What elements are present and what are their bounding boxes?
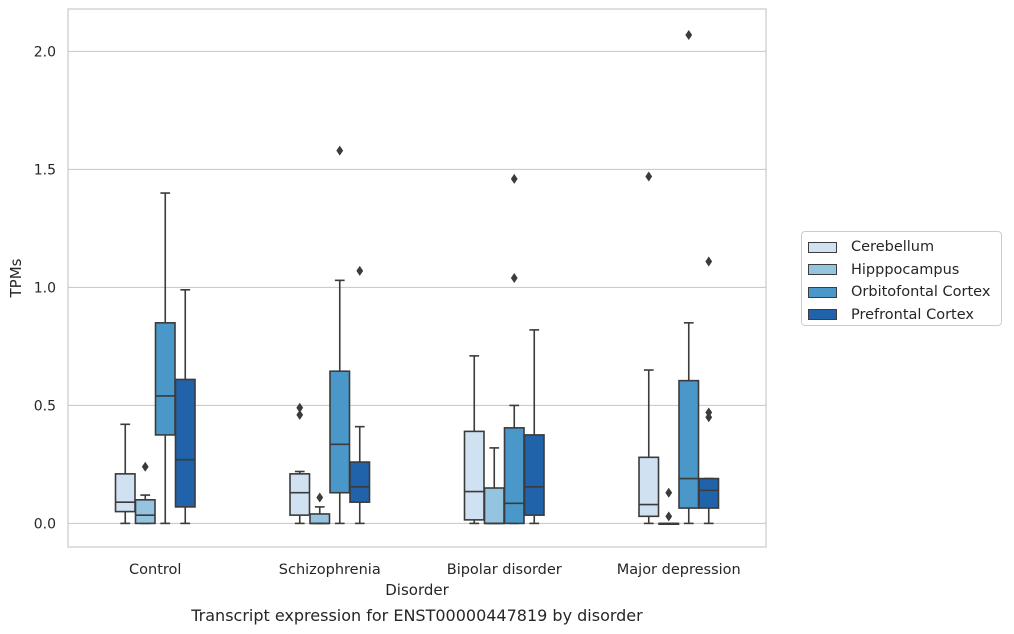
iqr-box	[309, 513, 331, 525]
iqr-box	[463, 430, 485, 521]
y-tick-label: 1.0	[34, 280, 56, 296]
legend-label: Hipppocampus	[851, 261, 960, 278]
legend-label: Prefrontal Cortex	[851, 306, 974, 323]
box-2-1	[483, 447, 505, 525]
iqr-box	[483, 487, 505, 525]
box-1-2	[329, 145, 351, 525]
y-tick-label: 0.0	[34, 516, 56, 532]
legend-swatch	[808, 241, 837, 253]
box-0-1	[134, 461, 156, 525]
y-tick-label: 1.5	[34, 162, 56, 178]
y-tick-label: 0.5	[34, 398, 56, 414]
legend-item: Orbitofontal Cortex	[808, 281, 1001, 304]
legend-item: Hipppocampus	[808, 259, 1001, 282]
outlier-marker	[296, 409, 304, 420]
plot-area-frame	[67, 8, 767, 548]
outlier-marker	[510, 173, 518, 184]
x-tick-label: Schizophrenia	[279, 562, 381, 578]
x-axis-ticks: Control Schizophrenia Bipolar disorder Majo…	[129, 562, 741, 578]
box-0-2	[154, 192, 176, 525]
box-2-0	[463, 355, 485, 525]
iqr-box	[154, 322, 176, 436]
outlier-marker	[141, 461, 149, 472]
outlier-marker	[356, 265, 364, 276]
outlier-marker	[336, 145, 344, 156]
gridlines	[68, 50, 766, 524]
legend-item: Cerebellum	[808, 236, 1001, 259]
outlier-marker	[296, 402, 304, 413]
box-0-0	[114, 423, 136, 525]
iqr-box	[114, 473, 136, 513]
legend-item: Prefrontal Cortex	[808, 304, 1001, 327]
outlier-marker	[705, 256, 713, 267]
iqr-box	[678, 379, 700, 509]
y-tick-label: 2.0	[34, 44, 56, 60]
legend-label: Cerebellum	[851, 239, 935, 256]
x-axis-label: Disorder	[385, 581, 449, 599]
box-0-3	[174, 288, 196, 525]
box-1-3	[349, 265, 371, 525]
boxplot-chart: 0.0 0.5 1.0 1.5 2.0 Control Schizophrenia Bipo…	[7, 8, 767, 599]
x-tick-label: Control	[129, 562, 181, 578]
box-groups	[114, 29, 720, 526]
iqr-box	[503, 427, 525, 525]
x-tick-label: Major depression	[617, 562, 741, 578]
outlier-marker	[705, 407, 713, 418]
outlier-marker	[645, 171, 653, 182]
outlier-marker	[510, 273, 518, 283]
box-1-0	[289, 402, 311, 525]
y-axis-ticks: 0.0 0.5 1.0 1.5 2.0	[34, 44, 56, 532]
iqr-box	[349, 461, 371, 503]
outlier-marker	[665, 511, 673, 522]
iqr-box	[174, 378, 196, 508]
legend-swatch	[808, 286, 837, 298]
figure-caption: Transcript expression for ENST0000044781…	[191, 606, 643, 625]
chart-legend: Cerebellum Hipppocampus Orbitofontal Corte…	[801, 231, 1002, 326]
box-3-0	[638, 171, 660, 525]
box-3-2	[678, 29, 700, 525]
y-axis-label: TPMs	[7, 258, 25, 298]
box-2-2	[503, 173, 525, 525]
iqr-box	[523, 434, 545, 516]
iqr-box	[134, 499, 156, 525]
outlier-marker	[316, 492, 324, 503]
box-2-3	[523, 329, 545, 525]
legend-swatch	[808, 264, 837, 276]
box-3-3	[698, 256, 720, 525]
box-3-1	[658, 487, 680, 526]
iqr-box	[698, 477, 720, 509]
iqr-box	[638, 456, 660, 518]
iqr-box	[289, 473, 311, 516]
iqr-box	[329, 370, 351, 494]
legend-label: Orbitofontal Cortex	[851, 284, 991, 301]
outlier-marker	[665, 487, 673, 498]
x-tick-label: Bipolar disorder	[447, 562, 562, 578]
outlier-marker	[685, 29, 693, 40]
legend-swatch	[808, 309, 837, 321]
box-1-1	[309, 492, 331, 525]
